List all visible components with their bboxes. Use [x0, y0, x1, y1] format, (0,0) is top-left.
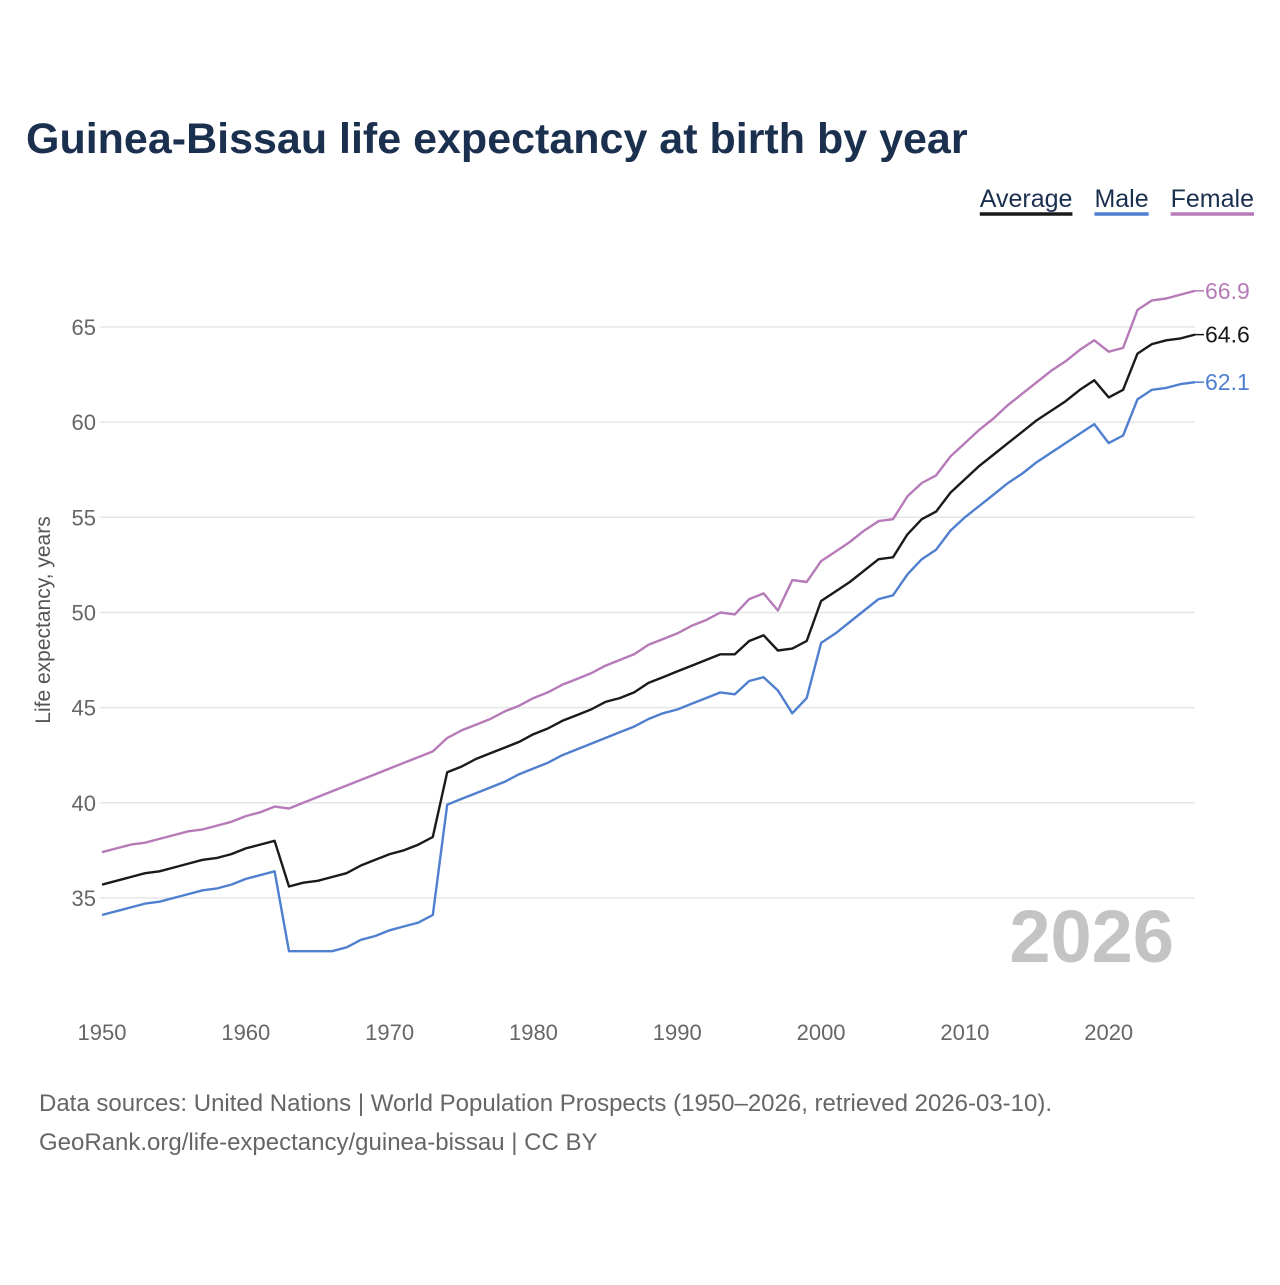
legend: Female Male Average [979, 185, 1254, 216]
end-label-female: 66.9 [1205, 278, 1250, 304]
end-label-male: 62.1 [1205, 369, 1250, 395]
x-axis-ticks: 1950 1960 1970 1980 1990 2000 2010 2020 [78, 1020, 1134, 1045]
x-tick-label: 2000 [797, 1020, 846, 1045]
x-tick-label: 2010 [940, 1020, 989, 1045]
legend-item-average[interactable]: Average [980, 185, 1073, 213]
y-tick-label: 60 [72, 410, 96, 435]
x-tick-label: 1950 [78, 1020, 127, 1045]
series-line-male [101, 381, 1196, 953]
series-line-average [101, 333, 1196, 888]
x-tick-label: 1990 [653, 1020, 702, 1045]
series-lines [101, 289, 1196, 953]
end-label-average: 64.6 [1205, 322, 1250, 348]
legend-item-female[interactable]: Female [1171, 185, 1254, 213]
y-tick-label: 65 [72, 315, 96, 340]
y-tick-label: 35 [72, 886, 96, 911]
y-tick-label: 40 [72, 791, 96, 816]
x-tick-label: 1960 [221, 1020, 270, 1045]
y-axis-label: Life expectancy, years [32, 516, 55, 723]
footer-sources: Data sources: United Nations | World Pop… [39, 1090, 1052, 1117]
end-labels: 64.6 62.1 66.9 [1195, 278, 1250, 395]
y-tick-label: 50 [72, 600, 96, 625]
x-tick-label: 1980 [509, 1020, 558, 1045]
x-tick-label: 1970 [365, 1020, 414, 1045]
x-tick-label: 2020 [1084, 1020, 1133, 1045]
y-tick-label: 55 [72, 505, 96, 530]
y-axis-ticks: 35 40 45 50 55 60 65 [72, 315, 96, 911]
y-tick-label: 45 [72, 696, 96, 721]
gridlines [100, 326, 1195, 899]
series-line-female [101, 289, 1196, 854]
footer-link[interactable]: GeoRank.org/life-expectancy/guinea-bissa… [39, 1129, 598, 1156]
legend-item-male[interactable]: Male [1094, 185, 1148, 213]
current-year-label: 2026 [1009, 895, 1174, 978]
chart-title: Guinea-Bissau life expectancy at birth b… [26, 115, 968, 163]
